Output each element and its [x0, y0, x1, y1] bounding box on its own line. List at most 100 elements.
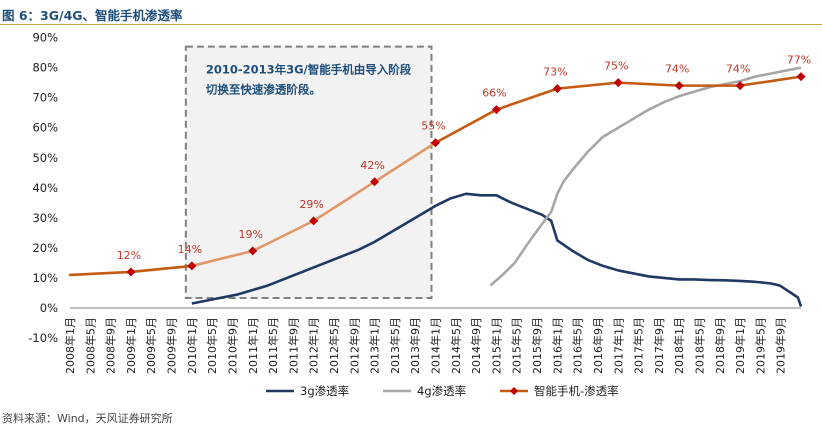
- x-tick-label: 2009年5月: [144, 317, 158, 374]
- y-tick-label: -10%: [28, 331, 58, 345]
- x-tick-label: 2009年1月: [124, 317, 138, 374]
- x-tick-label: 2014年5月: [449, 317, 463, 374]
- legend: 3g渗透率 4g渗透率 智能手机-渗透率: [266, 384, 619, 398]
- x-tick-label: 2018年1月: [672, 317, 686, 374]
- x-axis: 2008年1月 2008年5月 2008年9月 2009年1月 2009年5月 2009年…: [63, 307, 801, 374]
- source-note: 资料来源：Wind，天风证券研究所: [2, 412, 173, 425]
- x-tick-label: 2017年5月: [632, 317, 646, 374]
- x-tick-label: 2017年1月: [611, 317, 625, 374]
- x-tick-label: 2018年5月: [692, 317, 706, 374]
- series-smartphone-segment: [738, 75, 803, 87]
- series-smartphone-segment: [251, 219, 315, 253]
- smartphone-marker: [370, 177, 380, 187]
- x-tick-label: 2008年5月: [83, 317, 97, 374]
- x-tick-label: 2015年1月: [489, 317, 503, 374]
- x-tick-label: 2016年1月: [550, 317, 564, 374]
- y-tick-label: 10%: [32, 271, 58, 285]
- series-smartphone-segment: [556, 81, 620, 90]
- data-label: 19%: [239, 228, 263, 241]
- data-label: 77%: [787, 54, 811, 67]
- series-smartphone-segment: [616, 81, 681, 87]
- x-tick-label: 2013年9月: [408, 317, 422, 374]
- series-4g-line: [489, 66, 802, 287]
- x-tick-label: 2012年9月: [347, 317, 361, 374]
- x-tick-label: 2010年9月: [225, 317, 239, 374]
- legend-label: 3g渗透率: [300, 384, 349, 398]
- x-tick-label: 2017年9月: [652, 317, 666, 374]
- x-tick-label: 2016年9月: [591, 317, 605, 374]
- x-tick-label: 2014年9月: [469, 317, 483, 374]
- data-label: 14%: [178, 243, 202, 256]
- data-label: 73%: [543, 66, 567, 79]
- data-label: 66%: [482, 87, 506, 100]
- x-tick-label: 2016年5月: [571, 317, 585, 374]
- y-axis: -10% 0% 10% 20% 30% 40% 50% 60% 70% 80% 90%: [28, 31, 58, 345]
- legend-marker: [510, 387, 518, 395]
- y-tick-label: 30%: [32, 211, 58, 225]
- x-tick-label: 2011年9月: [286, 317, 300, 374]
- data-label: 12%: [117, 249, 141, 262]
- data-label: 75%: [604, 60, 628, 73]
- data-label: 42%: [360, 159, 384, 172]
- y-tick-label: 50%: [32, 151, 58, 165]
- y-tick-label: 60%: [32, 121, 58, 135]
- series-smartphone-segment: [312, 180, 376, 223]
- series-smartphone-segment: [129, 264, 194, 274]
- x-tick-label: 2019年9月: [774, 317, 788, 374]
- x-tick-label: 2012年5月: [327, 317, 341, 374]
- smartphone-marker: [309, 216, 319, 226]
- data-label: 29%: [299, 198, 323, 211]
- legend-label: 4g渗透率: [417, 384, 466, 398]
- data-label: 55%: [421, 120, 445, 133]
- smartphone-marker: [613, 78, 623, 88]
- annotation-line-1: 2010-2013年3G/智能手机由导入阶段: [206, 63, 412, 77]
- series-smartphone-segment: [373, 141, 437, 184]
- x-tick-label: 2008年9月: [104, 317, 118, 374]
- x-tick-label: 2008年1月: [63, 317, 77, 374]
- x-tick-label: 2018年9月: [713, 317, 727, 374]
- x-tick-label: 2010年5月: [205, 317, 219, 374]
- x-tick-label: 2011年5月: [266, 317, 280, 374]
- y-tick-label: 0%: [40, 301, 58, 315]
- y-tick-label: 20%: [32, 241, 58, 255]
- data-labels: 12% 14% 19% 29% 42% 55% 66% 73% 75% 74% 74% 77%: [117, 54, 811, 277]
- smartphone-marker: [552, 84, 562, 94]
- x-tick-label: 2013年5月: [388, 317, 402, 374]
- title-divider: [0, 24, 822, 25]
- legend-label: 智能手机-渗透率: [534, 384, 619, 398]
- data-label: 74%: [726, 63, 750, 76]
- y-tick-label: 90%: [32, 31, 58, 45]
- x-tick-label: 2011年1月: [246, 317, 260, 374]
- series-smartphone-segment: [68, 270, 133, 277]
- smartphone-marker: [735, 81, 745, 91]
- smartphone-marker: [674, 81, 684, 91]
- x-tick-label: 2015年5月: [510, 317, 524, 374]
- x-tick-label: 2019年5月: [753, 317, 767, 374]
- series-group: [68, 66, 803, 307]
- x-tick-label: 2010年1月: [185, 317, 199, 374]
- smartphone-marker: [187, 261, 197, 271]
- series-3g-line: [191, 192, 803, 307]
- smartphone-marker: [248, 246, 258, 256]
- smartphone-marker: [431, 138, 440, 148]
- x-tick-label: 2015年9月: [530, 317, 544, 374]
- x-tick-label: 2013年1月: [368, 317, 382, 374]
- annotation-line-2: 切换至快速渗透阶段。: [206, 83, 321, 97]
- y-tick-label: 80%: [32, 61, 58, 75]
- series-smartphone-segment: [434, 108, 498, 145]
- y-tick-label: 70%: [32, 91, 58, 105]
- x-tick-label: 2009年9月: [165, 317, 179, 374]
- x-tick-label: 2019年1月: [733, 317, 747, 374]
- y-tick-label: 40%: [32, 181, 58, 195]
- x-tick-label: 2014年1月: [429, 317, 443, 374]
- smartphone-marker: [126, 267, 136, 277]
- series-smartphone-segment: [495, 87, 559, 111]
- data-label: 74%: [665, 63, 689, 76]
- smartphone-marker: [796, 72, 806, 82]
- x-tick-label: 2012年1月: [307, 317, 321, 374]
- smartphone-marker: [491, 105, 501, 115]
- series-smartphone-segment: [190, 249, 255, 268]
- figure-title: 图 6：3G/4G、智能手机渗透率: [2, 8, 183, 23]
